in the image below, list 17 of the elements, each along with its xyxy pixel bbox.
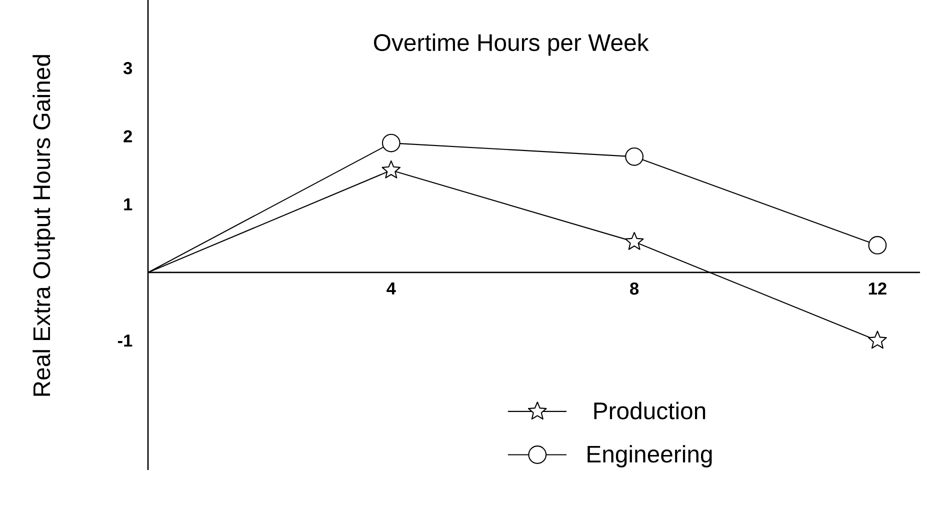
- point: [382, 134, 400, 152]
- x-tick-label: 4: [386, 282, 396, 294]
- legend-label: Engineering: [588, 445, 712, 468]
- point: [624, 232, 644, 250]
- y-tick-label: 1: [124, 198, 132, 210]
- x-tick-label: 12: [868, 282, 886, 295]
- x-tick-label: 8: [630, 282, 639, 295]
- point: [382, 160, 401, 178]
- point: [868, 236, 887, 254]
- y-tick-label: 2: [124, 130, 132, 142]
- legend-label: Production: [594, 402, 706, 420]
- y-tick-label: 3: [123, 62, 132, 74]
- y-axis-title: Real Extra Output Hours Gained: [32, 55, 55, 396]
- point: [868, 330, 887, 349]
- y-tick-label: -1: [118, 334, 132, 347]
- point: [625, 147, 644, 166]
- text: Overtime Hours per Week: [374, 34, 649, 56]
